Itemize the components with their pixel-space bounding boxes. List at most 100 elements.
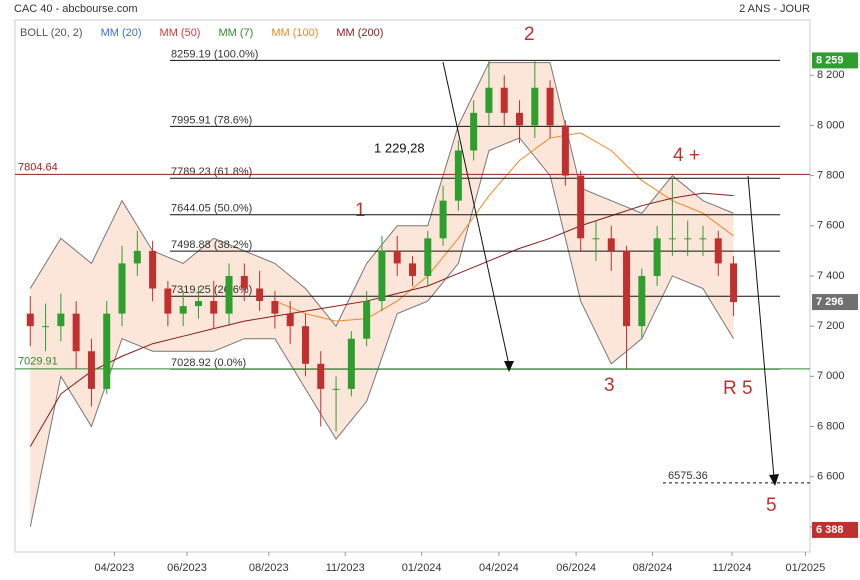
candle-body [42, 326, 50, 328]
candle-body [714, 238, 722, 264]
y-tick-label: 8 200 [817, 69, 845, 81]
candle-body [439, 200, 447, 239]
x-tick-label: 04/2024 [479, 562, 519, 574]
arrowhead [769, 474, 779, 486]
candle-body [301, 326, 309, 364]
fib-label: 8259.19 (100.0%) [171, 48, 258, 60]
fib-label: 7789.23 (61.8%) [171, 166, 252, 178]
price-tag-label: 7 296 [816, 296, 844, 308]
legend: BOLL (20, 2) MM (20) MM (50) MM (7) MM (100)… [20, 27, 383, 39]
candle-body [409, 263, 416, 276]
candle-body [577, 175, 585, 239]
candle-body [638, 275, 646, 327]
candle-body [26, 313, 34, 327]
candle-body [485, 87, 493, 113]
y-tick-label: 7 400 [817, 270, 845, 282]
candle-body [699, 238, 707, 240]
x-tick-label: 04/2023 [94, 562, 134, 574]
candle-body [240, 275, 248, 289]
x-tick-label: 01/2025 [786, 562, 826, 574]
candle-body [424, 238, 432, 276]
support-label: 7029.91 [18, 356, 58, 368]
candle-body [653, 238, 661, 276]
candle-body [470, 112, 478, 151]
candle-body [531, 87, 539, 126]
price-tag-label: 8 259 [816, 54, 844, 66]
candle-body [668, 238, 676, 240]
fib-label: 7498.88 (38.2%) [171, 239, 252, 251]
wave-label: 5 [766, 495, 777, 516]
fib-label: 7995.91 (78.6%) [171, 114, 252, 126]
fib-label: 7644.05 (50.0%) [171, 203, 252, 215]
arrow [442, 61, 510, 366]
candle-body [194, 301, 202, 307]
price-tag [812, 52, 858, 69]
candle-body [561, 125, 569, 176]
x-tick-label: 06/2024 [556, 562, 596, 574]
price-tag [812, 521, 858, 538]
chart-subtitle: 2 ANS - JOUR [739, 3, 810, 15]
candle-body [210, 301, 218, 314]
resistance-label: 7804.64 [18, 161, 58, 173]
arrow [747, 175, 775, 479]
fib-label: 7028.92 (0.0%) [171, 357, 246, 369]
x-tick-label: 08/2023 [249, 562, 289, 574]
candle-body [378, 250, 386, 302]
candle-body [149, 250, 157, 289]
wave-label: 4 + [673, 145, 700, 166]
legend-entry: MM (100) [271, 27, 318, 39]
candle-body [164, 288, 172, 314]
candle-body [286, 313, 294, 327]
candle-body [347, 338, 355, 389]
candle-body [363, 301, 371, 339]
candle-body [256, 288, 264, 302]
legend-entry: MM (20) [101, 27, 142, 39]
y-tick-label: 6 600 [817, 471, 845, 483]
y-tick-label: 7 000 [817, 370, 845, 382]
legend-entry: MM (200) [336, 27, 383, 39]
candle-body [454, 150, 462, 201]
candle-body [730, 263, 738, 303]
candle-body [225, 275, 233, 314]
wave-label: 3 [604, 375, 615, 396]
candle-body [623, 250, 631, 327]
candle-body [118, 263, 126, 314]
candle-body [516, 112, 524, 126]
candle-body [317, 363, 325, 389]
y-tick-label: 8 000 [817, 119, 845, 131]
candle-body [500, 87, 508, 113]
wave-label: 2 [524, 24, 535, 45]
candle-body [592, 238, 600, 240]
y-tick-label: 6 800 [817, 420, 845, 432]
legend-entry: MM (7) [218, 27, 253, 39]
price-tag-label: 6 388 [816, 524, 844, 536]
x-tick-label: 08/2024 [633, 562, 673, 574]
candle-body [332, 388, 340, 390]
candle-body [87, 351, 95, 389]
x-tick-label: 06/2023 [167, 562, 207, 574]
x-tick-label: 11/2023 [326, 562, 365, 574]
amplitude-label: 1 229,28 [374, 140, 425, 155]
candle-body [179, 306, 187, 314]
bollinger-lower [29, 137, 734, 528]
price-tag [812, 294, 858, 311]
legend-entry: BOLL (20, 2) [20, 27, 83, 39]
wave-label: 1 [355, 200, 366, 221]
candle-body [271, 301, 279, 314]
arrowhead [504, 361, 514, 372]
candle-body [546, 87, 554, 126]
y-tick-label: 7 600 [817, 220, 845, 232]
legend-entry: MM (50) [160, 27, 201, 39]
candle-body [72, 313, 80, 352]
candle-body [133, 250, 141, 264]
candle-body [57, 313, 65, 327]
y-tick-label: 7 200 [817, 320, 845, 332]
candle-body [103, 313, 111, 389]
candle-body [684, 238, 692, 240]
x-tick-label: 01/2024 [402, 562, 442, 574]
wave-label: R 5 [723, 378, 753, 399]
candle-body [607, 238, 615, 251]
y-tick-label: 7 800 [817, 169, 845, 181]
candle-body [393, 250, 401, 264]
